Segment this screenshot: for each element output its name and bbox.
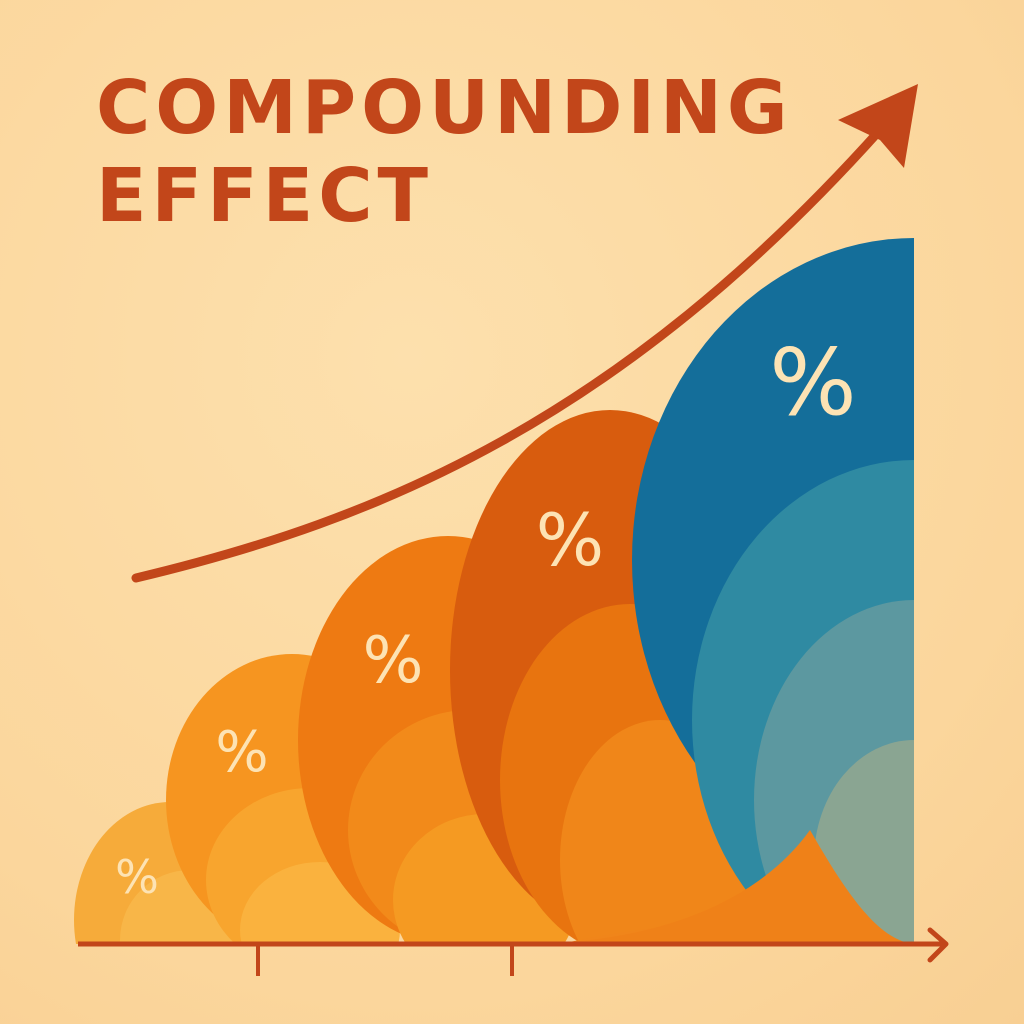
percent-symbol-4: % bbox=[536, 498, 604, 582]
title-line-2: EFFECT bbox=[96, 153, 433, 239]
wave-5 bbox=[632, 238, 914, 944]
growth-arrow-curve bbox=[131, 125, 885, 583]
percent-symbol-2: % bbox=[215, 720, 268, 785]
percent-symbol-5: % bbox=[769, 329, 856, 436]
x-axis-arrowhead bbox=[927, 927, 949, 963]
growth-arrow-head bbox=[838, 84, 918, 168]
title: COMPOUNDING EFFECT bbox=[96, 64, 793, 240]
percent-symbol-1: % bbox=[115, 850, 159, 904]
title-line-1: COMPOUNDING bbox=[96, 65, 793, 151]
orange-fan bbox=[520, 830, 914, 944]
percent-symbol-3: % bbox=[363, 624, 424, 698]
